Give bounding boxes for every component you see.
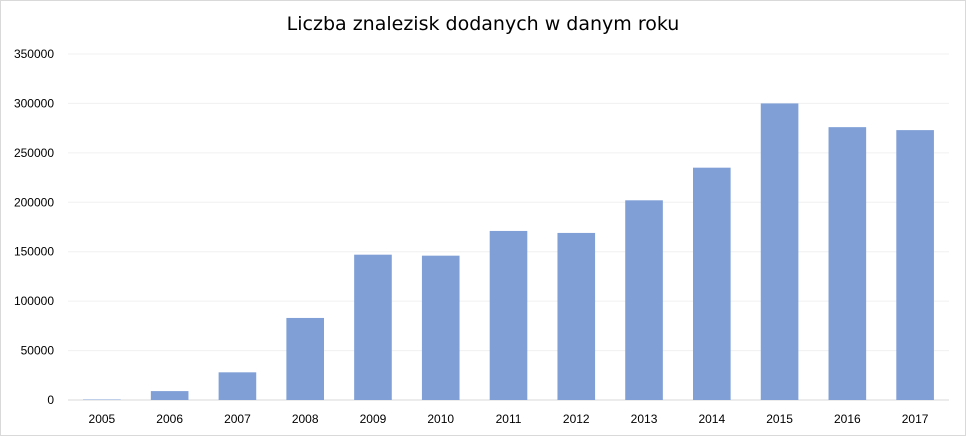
x-tick-label: 2010 (427, 412, 454, 426)
x-tick-label: 2011 (496, 412, 522, 426)
x-tick-label: 2013 (631, 412, 658, 426)
x-tick-label: 2016 (834, 412, 861, 426)
y-tick-label: 200000 (14, 195, 54, 209)
bar-2010 (421, 255, 460, 400)
bar-2008 (286, 317, 324, 400)
bar-2013 (625, 200, 663, 400)
x-tick-label: 2007 (224, 412, 251, 426)
x-tick-label: 2012 (563, 412, 590, 426)
bar-2007 (218, 372, 257, 400)
bar-2016 (828, 127, 867, 400)
y-tick-label: 150000 (14, 245, 54, 259)
chart-title: Liczba znalezisk dodanych w danym roku (286, 13, 680, 35)
y-tick-label: 350000 (14, 47, 54, 61)
y-tick-label: 0 (47, 393, 54, 407)
x-tick-label: 2005 (89, 412, 116, 426)
bar-2015 (760, 103, 799, 400)
bar-2009 (354, 254, 392, 400)
x-tick-label: 2006 (156, 412, 183, 426)
bar-2012 (557, 232, 596, 400)
y-tick-label: 100000 (14, 294, 54, 308)
bar-2017 (896, 130, 934, 400)
y-tick-label: 300000 (14, 96, 54, 110)
x-tick-label: 2015 (766, 412, 793, 426)
bar-2006 (150, 391, 189, 400)
y-tick-label: 250000 (14, 146, 54, 160)
x-tick-label: 2014 (698, 412, 725, 426)
x-tick-label: 2009 (360, 412, 387, 426)
y-tick-label: 50000 (21, 344, 55, 358)
x-tick-label: 2017 (902, 412, 929, 426)
bar-2014 (693, 167, 731, 400)
x-tick-label: 2008 (292, 412, 319, 426)
bar-2011 (489, 230, 528, 400)
